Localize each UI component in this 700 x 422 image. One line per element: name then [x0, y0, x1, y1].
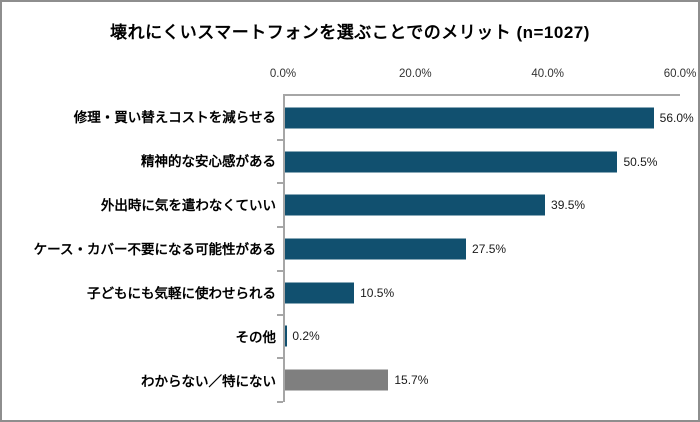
axis-tick — [277, 357, 283, 360]
category-label: 子どもにも気軽に使わせられる — [87, 286, 276, 301]
bar-row: 27.5% — [277, 227, 680, 272]
x-axis-tick-label: 20.0% — [399, 68, 432, 80]
category-label: 精神的な安心感がある — [141, 154, 276, 169]
value-label: 10.5% — [360, 285, 395, 300]
bar — [285, 194, 546, 216]
plot-area: 56.0% 50.5% 39.5% 27.5% 10.5% 0.2% 15.7% — [277, 94, 694, 404]
category-label: 外出時に気を遣わなくていい — [100, 198, 276, 213]
value-label: 27.5% — [472, 242, 507, 257]
bar-row: 39.5% — [277, 183, 680, 229]
chart-title: 壊れにくいスマートフォンを選ぶことでのメリット (n=1027) — [110, 23, 590, 42]
bar — [285, 151, 618, 173]
axis-tick — [277, 401, 283, 404]
bar — [285, 238, 467, 260]
value-label: 56.0% — [659, 110, 694, 125]
axis-tick — [277, 313, 283, 316]
bar-row: 56.0% — [277, 96, 694, 141]
x-axis: 0.0% 20.0% 40.0% 60.0% — [270, 68, 696, 84]
category-label: 修理・買い替えコストを減らせる — [73, 110, 276, 125]
axis-tick — [277, 226, 283, 229]
value-label: 50.5% — [623, 154, 658, 169]
bar-row: 0.2% — [277, 315, 680, 360]
value-label: 39.5% — [551, 198, 586, 213]
bar — [285, 369, 389, 391]
x-axis-tick-label: 40.0% — [531, 68, 564, 80]
bar-row: 10.5% — [277, 271, 680, 316]
axis-tick — [277, 269, 283, 272]
axis-tick — [277, 182, 283, 185]
bar — [285, 282, 355, 304]
value-label: 0.2% — [292, 329, 320, 344]
category-label: その他 — [235, 330, 277, 345]
x-axis-tick-label: 0.0% — [269, 68, 297, 80]
bar — [285, 107, 654, 129]
bar-row: 50.5% — [277, 140, 680, 185]
x-axis-tick-label: 60.0% — [663, 68, 697, 80]
category-label: ケース・カバー不要になる可能性がある — [33, 242, 276, 257]
bar — [285, 325, 287, 347]
axis-tick — [277, 138, 283, 141]
value-label: 15.7% — [394, 373, 429, 388]
category-label: わからない／特にない — [141, 374, 276, 389]
bar-row: 15.7% — [277, 358, 680, 404]
category-labels: 修理・買い替えコストを減らせる精神的な安心感がある外出時に気を遣わなくていいケー… — [10, 94, 276, 402]
